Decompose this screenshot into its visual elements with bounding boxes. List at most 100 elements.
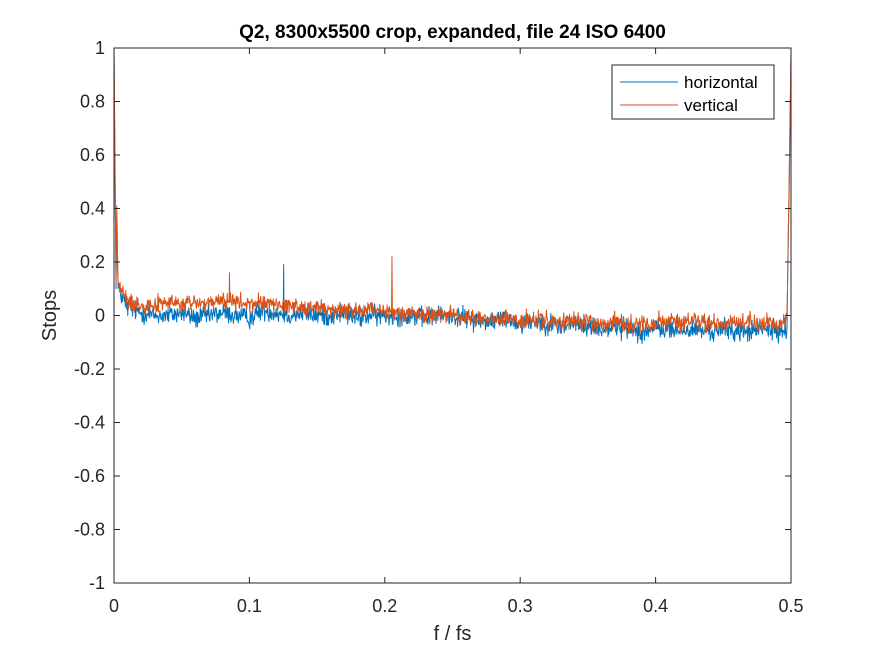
data-point-horizontal <box>587 326 588 327</box>
y-tick-label: 0.2 <box>80 252 105 272</box>
data-point-vertical <box>344 310 345 311</box>
y-tick-label: -1 <box>89 573 105 593</box>
x-axis-label: f / fs <box>434 623 472 645</box>
data-point-vertical <box>317 307 318 308</box>
x-tick-label: 0.5 <box>778 596 803 616</box>
data-point-horizontal <box>168 315 169 316</box>
data-point-vertical <box>195 302 196 303</box>
data-point-horizontal <box>786 328 787 329</box>
data-point-vertical <box>655 323 656 324</box>
data-point-vertical <box>533 320 534 321</box>
data-point-vertical <box>763 323 764 324</box>
data-point-vertical <box>154 304 155 305</box>
data-point-horizontal <box>398 315 399 316</box>
y-tick-label: 1 <box>95 38 105 58</box>
data-point-horizontal <box>208 315 209 316</box>
data-point-horizontal <box>140 312 141 313</box>
data-point-vertical <box>506 318 507 319</box>
data-point-horizontal <box>709 331 710 332</box>
data-point-vertical <box>574 320 575 321</box>
y-tick-label: 0.8 <box>80 92 105 112</box>
data-point-vertical <box>696 320 697 321</box>
y-tick-label: -0.4 <box>74 413 105 433</box>
data-point-horizontal <box>117 288 118 289</box>
data-point-vertical <box>384 312 385 313</box>
data-point-vertical <box>222 299 223 300</box>
data-point-horizontal <box>696 328 697 329</box>
data-point-vertical <box>669 320 670 321</box>
data-point-vertical <box>520 320 521 321</box>
y-tick-label: 0 <box>95 306 105 326</box>
data-point-vertical <box>750 323 751 324</box>
data-point-vertical <box>465 318 466 319</box>
data-point-horizontal <box>276 312 277 313</box>
data-point-vertical <box>228 272 229 273</box>
data-point-horizontal <box>195 318 196 319</box>
data-point-horizontal <box>669 328 670 329</box>
data-point-vertical <box>303 307 304 308</box>
data-point-vertical <box>438 312 439 313</box>
data-point-horizontal <box>235 315 236 316</box>
legend-box <box>611 64 775 120</box>
series-layer <box>113 47 792 345</box>
x-tick-label: 0.4 <box>643 596 668 616</box>
data-point-vertical <box>736 320 737 321</box>
data-point-horizontal <box>682 331 683 332</box>
legend-label-vertical: vertical <box>684 96 738 115</box>
data-point-vertical <box>249 304 250 305</box>
y-tick-label: -0.6 <box>74 466 105 486</box>
data-point-vertical <box>709 323 710 324</box>
y-tick-label: -0.8 <box>74 520 105 540</box>
data-point-horizontal <box>289 315 290 316</box>
x-tick-label: 0.1 <box>237 596 262 616</box>
y-axis-label: Stops <box>39 290 61 341</box>
data-point-vertical <box>777 323 778 324</box>
data-point-vertical <box>560 323 561 324</box>
series-line-vertical <box>113 47 792 335</box>
data-point-horizontal <box>181 312 182 313</box>
y-tick-label: 0.4 <box>80 199 105 219</box>
data-point-vertical <box>127 302 128 303</box>
data-point-horizontal <box>641 331 642 332</box>
x-tick-label: 0 <box>109 596 119 616</box>
data-point-vertical <box>330 310 331 311</box>
data-point-vertical <box>140 304 141 305</box>
data-point-vertical <box>723 323 724 324</box>
data-point-vertical <box>587 323 588 324</box>
data-point-vertical <box>371 310 372 311</box>
data-point-vertical <box>479 318 480 319</box>
data-point-vertical <box>786 320 787 321</box>
data-point-vertical <box>181 304 182 305</box>
data-point-horizontal <box>222 312 223 313</box>
data-point-vertical <box>425 315 426 316</box>
data-point-vertical <box>357 310 358 311</box>
data-point-horizontal <box>736 331 737 332</box>
chart-title: Q2, 8300x5500 crop, expanded, file 24 IS… <box>239 22 666 43</box>
data-point-horizontal <box>249 318 250 319</box>
data-point-vertical <box>391 256 392 257</box>
data-point-vertical <box>547 320 548 321</box>
data-point-vertical <box>289 304 290 305</box>
data-point-horizontal <box>154 315 155 316</box>
data-point-horizontal <box>750 331 751 332</box>
ticks-layer: 0 0.1 0.2 0.3 0.4 0.5 1 0.8 0.6 0.4 0.2 0 -0.2 -0.4 -0… <box>74 38 804 616</box>
data-point-vertical <box>208 304 209 305</box>
x-tick-label: 0.2 <box>372 596 397 616</box>
data-point-horizontal <box>283 264 284 265</box>
data-point-vertical <box>262 302 263 303</box>
data-point-vertical <box>452 315 453 316</box>
data-point-vertical <box>411 312 412 313</box>
y-tick-label: -0.2 <box>74 359 105 379</box>
legend-label-horizontal: horizontal <box>684 73 758 92</box>
data-point-vertical <box>493 320 494 321</box>
data-point-horizontal <box>655 328 656 329</box>
data-point-horizontal <box>371 315 372 316</box>
x-tick-label: 0.3 <box>508 596 533 616</box>
data-point-horizontal <box>723 328 724 329</box>
data-point-vertical <box>641 323 642 324</box>
data-point-vertical <box>601 323 602 324</box>
data-point-vertical <box>276 304 277 305</box>
data-point-vertical <box>235 302 236 303</box>
